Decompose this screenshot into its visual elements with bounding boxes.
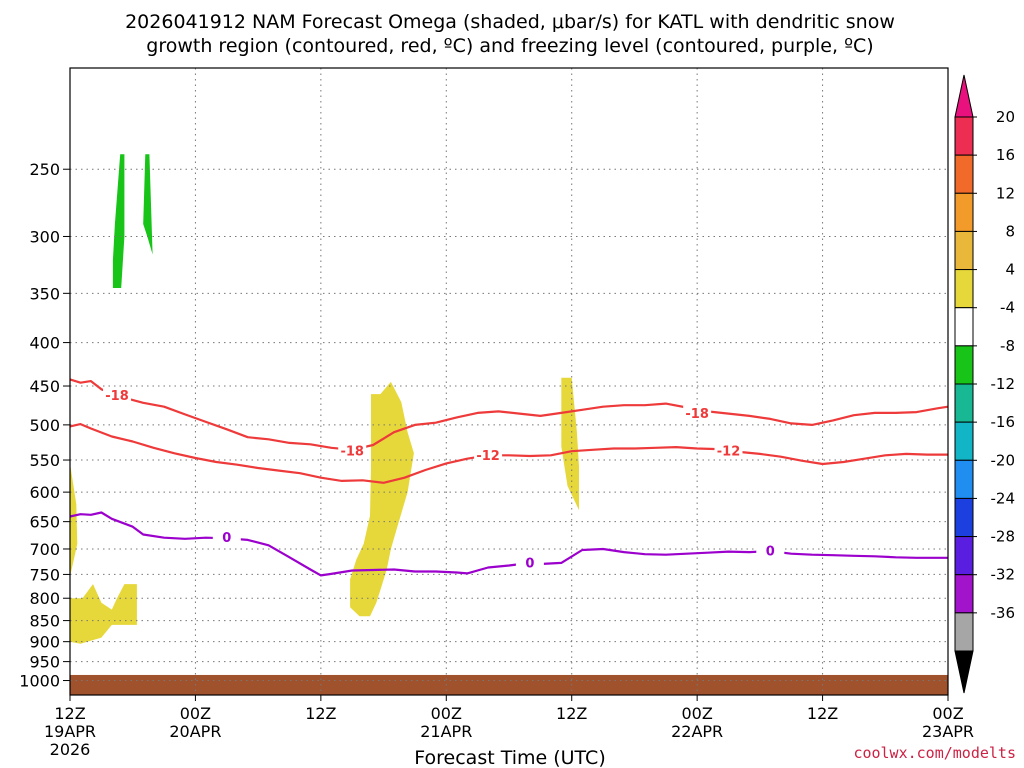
contour-label-bg [212, 529, 241, 544]
colorbar-swatch-2 [954, 154, 974, 194]
colorbar-label-14: -36 [991, 604, 1016, 622]
x-tick-label-12-1: 00Z [180, 704, 211, 723]
terrain-band [70, 674, 948, 695]
x-tick-label-36-1: 00Z [431, 704, 462, 723]
omega-shaded-region-1 [70, 463, 78, 577]
credit-text: coolwx.com/modelts [853, 744, 1016, 762]
x-tick-label-24-1: 12Z [305, 704, 336, 723]
contour-label-2-2: -12 [717, 445, 741, 460]
x-tick-label-0-1: 12Z [54, 704, 85, 723]
contour-line-3 [69, 511, 948, 577]
x-tick-label-84-1: 00Z [932, 704, 963, 723]
x-tick-label-12-2: 20APR [169, 722, 221, 741]
contour-label-3-3: 0 [766, 545, 775, 560]
contour-line-2 [69, 423, 948, 484]
colorbar-swatch-8 [954, 383, 974, 423]
colorbar-label-7: -8 [1000, 337, 1015, 355]
colorbar-swatch-9 [954, 421, 974, 461]
colorbar-label-4: 8 [1005, 222, 1015, 240]
colorbar-swatch-12 [954, 536, 974, 576]
y-axis: 250 300 350 400 450 500 550 600 650 700 750 800 850 9… [19, 160, 70, 691]
contour-label-1-3: -18 [685, 407, 709, 422]
title-line2: growth region (contoured, red, ºC) and f… [146, 35, 873, 57]
contour-label-2-1: -12 [476, 449, 500, 464]
x-tick-label-0-3: 2026 [50, 740, 91, 759]
colorbar-label-6: -4 [1000, 299, 1015, 317]
colorbar-label-2: 16 [996, 146, 1015, 164]
colorbar-label-11: -24 [991, 489, 1016, 507]
y-tick-label-450: 450 [29, 377, 60, 396]
colorbar-label-9: -16 [991, 413, 1016, 431]
y-tick-label-900: 900 [29, 633, 60, 652]
y-tick-label-1000: 1000 [19, 672, 60, 691]
colorbar-swatch-7 [954, 345, 974, 385]
omega-shaded-region-4 [561, 377, 579, 511]
x-tick-label-48-1: 12Z [556, 704, 587, 723]
y-tick-label-250: 250 [29, 160, 60, 179]
contour-label-bg [338, 443, 367, 458]
y-tick-label-950: 950 [29, 653, 60, 672]
y-tick-label-650: 650 [29, 513, 60, 532]
colorbar-swatch-3 [954, 192, 974, 232]
contour-label-bg [474, 447, 503, 462]
contour-label-1-2: -18 [340, 445, 364, 460]
x-tick-label-0-2: 19APR [44, 722, 96, 741]
contour-line-1 [69, 378, 949, 451]
colorbar-swatch-5 [954, 269, 974, 309]
y-tick-label-400: 400 [29, 334, 60, 353]
omega-shaded-region-3 [350, 381, 414, 617]
colorbar-top-arrow [954, 74, 974, 118]
y-tick-label-500: 500 [29, 416, 60, 435]
y-tick-label-750: 750 [29, 565, 60, 584]
x-tick-label-60-2: 22APR [671, 722, 723, 741]
colorbar-label-3: 12 [996, 184, 1015, 202]
y-tick-label-350: 350 [29, 284, 60, 303]
omega-shaded-region-6 [143, 154, 153, 255]
contour-label-bg [683, 405, 712, 420]
contour-label-3-1: 0 [222, 531, 231, 546]
colorbar-swatch-14 [954, 612, 974, 652]
y-tick-label-600: 600 [29, 483, 60, 502]
colorbar: 20 16 12 8 4 -4 -8 -12 -16 -20 -24 -28 -32 -36 [954, 74, 1016, 694]
title-line1: 2026041912 NAM Forecast Omega (shaded, μ… [125, 11, 895, 33]
colorbar-label-10: -20 [991, 451, 1016, 469]
colorbar-label-1: 20 [996, 108, 1015, 126]
contour-label-1-1: -18 [105, 389, 129, 404]
colorbar-swatch-6 [954, 307, 974, 347]
contour-label-bg [515, 554, 544, 569]
x-tick-label-72-1: 12Z [807, 704, 838, 723]
colorbar-swatch-1 [954, 116, 974, 156]
colorbar-swatch-13 [954, 574, 974, 614]
y-tick-label-800: 800 [29, 589, 60, 608]
contour-label-bg [756, 543, 785, 558]
x-tick-label-84-2: 23APR [922, 722, 974, 741]
colorbar-label-5: 4 [1005, 261, 1015, 279]
colorbar-label-8: -12 [991, 375, 1016, 393]
y-tick-label-850: 850 [29, 612, 60, 631]
colorbar-swatch-11 [954, 497, 974, 538]
x-axis-label: Forecast Time (UTC) [414, 747, 605, 768]
contour-label-bg [103, 387, 132, 402]
colorbar-label-13: -32 [991, 566, 1016, 584]
y-tick-label-700: 700 [29, 540, 60, 559]
x-tick-label-60-1: 00Z [681, 704, 712, 723]
omega-shaded-region-2 [70, 584, 137, 644]
y-tick-label-300: 300 [29, 227, 60, 246]
colorbar-label-12: -28 [991, 528, 1016, 546]
plot-frame [69, 67, 949, 696]
plot-area: -18 -18 -18 -12 -12 0 0 0 [69, 67, 949, 696]
colorbar-swatch-4 [954, 230, 974, 271]
y-tick-label-550: 550 [29, 451, 60, 470]
contour-label-3-2: 0 [525, 556, 534, 571]
omega-shaded-region-5 [112, 154, 125, 288]
colorbar-bottom-arrow [954, 650, 974, 694]
colorbar-swatch-10 [954, 459, 974, 499]
x-tick-label-36-2: 21APR [420, 722, 472, 741]
contour-label-bg [714, 443, 743, 458]
